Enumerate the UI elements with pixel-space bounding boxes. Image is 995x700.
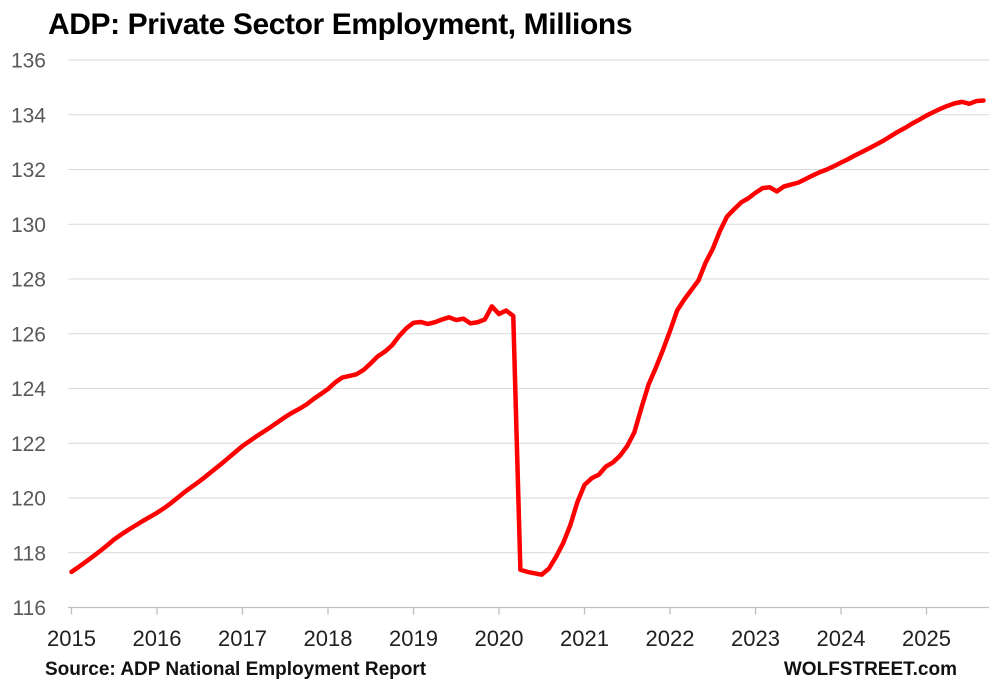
y-axis-label: 118 xyxy=(13,542,46,565)
y-axis-labels: 136 134 132 130 128 126 124 122 120 118 116 xyxy=(11,50,46,621)
x-axis-label: 2024 xyxy=(817,626,866,651)
x-axis-label: 2021 xyxy=(560,626,609,651)
y-axis-label: 136 xyxy=(11,50,46,73)
y-axis-label: 120 xyxy=(11,488,46,511)
x-axis-label: 2015 xyxy=(47,626,96,651)
wolfstreet-brand: WOLFSTREET.com xyxy=(783,659,957,680)
x-axis xyxy=(70,607,928,615)
x-axis-label: 2018 xyxy=(304,626,353,651)
x-axis-label: 2025 xyxy=(902,626,951,651)
y-axis-label: 116 xyxy=(13,597,46,620)
x-axis-label: 2016 xyxy=(133,626,182,651)
x-axis-label: 2017 xyxy=(218,626,267,651)
y-axis-label: 122 xyxy=(11,433,46,456)
x-axis-labels: 2015 2016 2017 2018 2019 2020 2021 2022 2023 2024… xyxy=(47,626,951,651)
gridlines xyxy=(68,59,989,609)
source-note: Source: ADP National Employment Report xyxy=(45,659,427,680)
x-axis-label: 2019 xyxy=(389,626,438,651)
y-axis-label: 134 xyxy=(11,104,46,127)
employment-line-group xyxy=(69,98,986,577)
y-axis-label: 128 xyxy=(11,269,46,292)
x-axis-label: 2022 xyxy=(646,626,695,651)
employment-line xyxy=(69,98,986,577)
y-axis-label: 126 xyxy=(11,323,46,346)
y-axis-label: 132 xyxy=(11,159,46,182)
chart-title: ADP: Private Sector Employment, Millions xyxy=(48,8,633,41)
y-axis-label: 124 xyxy=(11,378,46,401)
x-axis-label: 2020 xyxy=(475,626,524,651)
x-axis-label: 2023 xyxy=(731,626,780,651)
y-axis-label: 130 xyxy=(11,214,46,237)
